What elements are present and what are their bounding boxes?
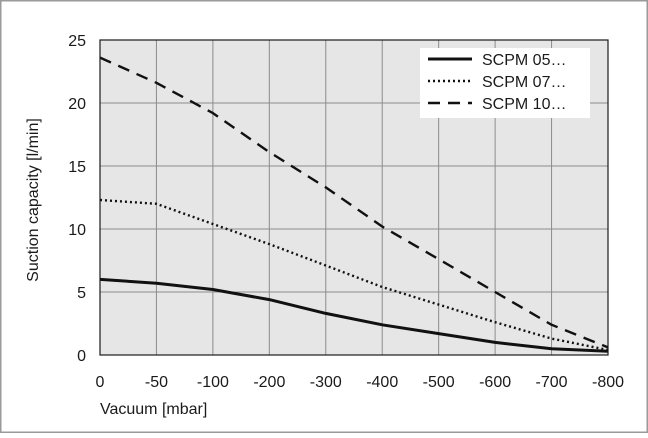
x-tick-label: -400 bbox=[366, 374, 398, 391]
y-tick-label: 0 bbox=[77, 348, 86, 365]
legend-label: SCPM 05… bbox=[482, 52, 566, 69]
y-tick-label: 5 bbox=[77, 285, 86, 302]
x-tick-label: -50 bbox=[145, 374, 168, 391]
x-tick-labels: 0 -50 -100 -200 -300 -400 -500 -600 -700 -800 bbox=[96, 374, 625, 391]
plot-frame bbox=[99, 39, 609, 356]
y-axis-label: Suction capacity [l/min] bbox=[25, 118, 42, 282]
legend: SCPM 05… SCPM 07… SCPM 10… bbox=[420, 48, 590, 118]
x-tick-label: 0 bbox=[96, 374, 105, 391]
legend-label: SCPM 07… bbox=[482, 74, 566, 91]
legend-label: SCPM 10… bbox=[482, 96, 566, 113]
y-tick-labels: 0 5 10 15 20 25 bbox=[68, 33, 86, 365]
series-line-dotted bbox=[99, 198, 609, 352]
x-tick-label: -600 bbox=[479, 374, 511, 391]
x-tick-label: -200 bbox=[253, 374, 285, 391]
y-tick-label: 15 bbox=[68, 159, 86, 176]
series-layer bbox=[99, 56, 609, 353]
y-tick-label: 10 bbox=[68, 222, 86, 239]
x-tick-label: -800 bbox=[592, 374, 624, 391]
x-tick-label: -500 bbox=[423, 374, 455, 391]
y-tick-label: 20 bbox=[68, 96, 86, 113]
series-line-solid bbox=[99, 277, 609, 353]
y-tick-label: 25 bbox=[68, 33, 86, 50]
x-tick-label: -300 bbox=[310, 374, 342, 391]
x-axis-label: Vacuum [mbar] bbox=[100, 401, 207, 418]
x-tick-label: -100 bbox=[197, 374, 229, 391]
x-tick-label: -700 bbox=[536, 374, 568, 391]
